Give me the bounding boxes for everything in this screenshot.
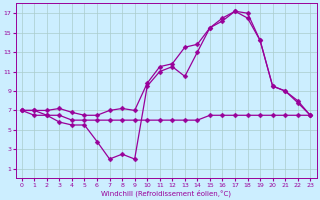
X-axis label: Windchill (Refroidissement éolien,°C): Windchill (Refroidissement éolien,°C)	[101, 189, 231, 197]
